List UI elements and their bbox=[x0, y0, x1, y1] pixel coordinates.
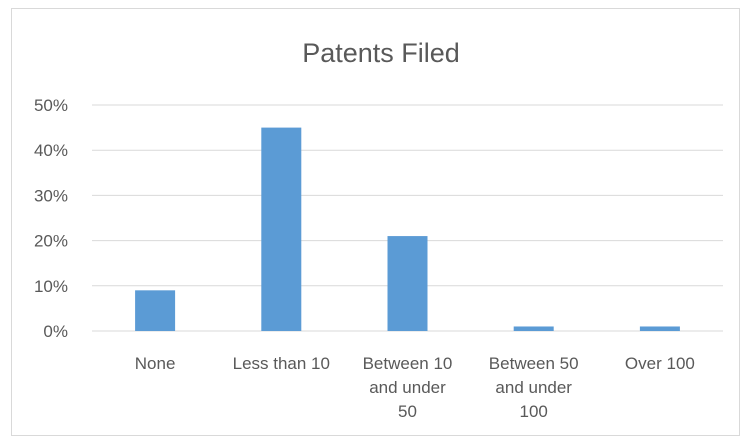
bar bbox=[135, 290, 176, 331]
x-tick-label-line: 100 bbox=[520, 402, 548, 421]
x-tick-label-line: None bbox=[135, 354, 176, 373]
y-tick-label: 0% bbox=[43, 322, 68, 341]
y-tick-label: 40% bbox=[34, 141, 68, 160]
x-tick-label: Less than 10 bbox=[233, 354, 330, 373]
bar bbox=[639, 326, 680, 331]
x-tick-label-line: Between 50 bbox=[489, 354, 579, 373]
x-tick-label-line: 50 bbox=[398, 402, 417, 421]
x-tick-label: Between 50 and under 100 bbox=[489, 354, 579, 421]
x-tick-label-line: Between 10 bbox=[363, 354, 453, 373]
x-tick-label-line: and under bbox=[369, 378, 446, 397]
chart-frame bbox=[11, 8, 740, 436]
bar bbox=[513, 326, 554, 331]
x-tick-label-line: Less than 10 bbox=[233, 354, 330, 373]
y-axis-tick-labels: 0% 10% 20% 30% 40% 50% bbox=[34, 96, 68, 341]
x-tick-label: Between 10 and under 50 bbox=[363, 354, 453, 421]
bar bbox=[387, 236, 428, 331]
x-tick-label: None bbox=[135, 354, 176, 373]
x-tick-label: Over 100 bbox=[625, 354, 695, 373]
y-tick-label: 30% bbox=[34, 186, 68, 205]
x-tick-label-line: and under bbox=[495, 378, 572, 397]
y-tick-label: 50% bbox=[34, 96, 68, 115]
x-tick-label-line: Over 100 bbox=[625, 354, 695, 373]
chart-title: Patents Filed bbox=[302, 38, 460, 68]
gridlines bbox=[92, 104, 723, 332]
bar bbox=[261, 127, 302, 331]
y-tick-label: 10% bbox=[34, 277, 68, 296]
y-tick-label: 20% bbox=[34, 232, 68, 251]
x-axis-tick-labels: None Less than 10 Between 10 and under 50Bet… bbox=[135, 354, 695, 421]
bars bbox=[135, 127, 680, 331]
